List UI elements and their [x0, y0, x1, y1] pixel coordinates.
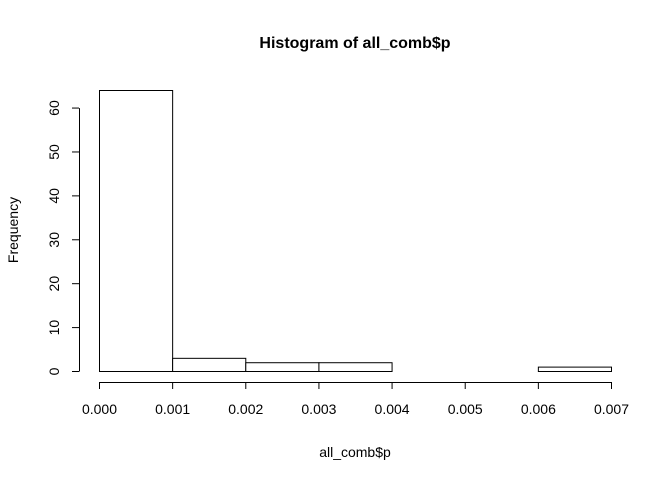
y-tick-label-2: 20: [46, 276, 62, 292]
y-axis: 0 10 20 30 40 50 60: [46, 100, 80, 375]
y-tick-label-5: 50: [46, 144, 62, 160]
x-tick-label-7: 0.007: [594, 401, 629, 417]
histogram-bar-2: [245, 362, 320, 372]
histogram-bar-3: [318, 362, 393, 372]
y-axis-label: Frequency: [5, 197, 21, 263]
chart-title: Histogram of all_comb$p: [259, 35, 450, 52]
x-tick-label-3: 0.003: [301, 401, 336, 417]
y-tick-label-0: 0: [46, 367, 62, 375]
bars-group: [99, 90, 612, 372]
x-tick-label-4: 0.004: [375, 401, 410, 417]
x-axis-label: all_comb$p: [319, 444, 391, 460]
histogram-bar-6: [537, 366, 612, 372]
x-tick-label-6: 0.006: [521, 401, 556, 417]
y-tick-label-4: 40: [46, 188, 62, 204]
x-axis: 0.000 0.001 0.002 0.003 0.004 0.005 0.006 0.007: [82, 382, 629, 417]
x-tick-label-0: 0.000: [82, 401, 117, 417]
histogram-bar-1: [172, 357, 247, 372]
histogram-bar-0: [99, 90, 174, 372]
y-tick-label-1: 10: [46, 320, 62, 336]
x-tick-label-5: 0.005: [448, 401, 483, 417]
x-tick-label-1: 0.001: [155, 401, 190, 417]
y-tick-label-6: 60: [46, 100, 62, 116]
y-tick-label-3: 30: [46, 232, 62, 248]
x-tick-label-2: 0.002: [228, 401, 263, 417]
